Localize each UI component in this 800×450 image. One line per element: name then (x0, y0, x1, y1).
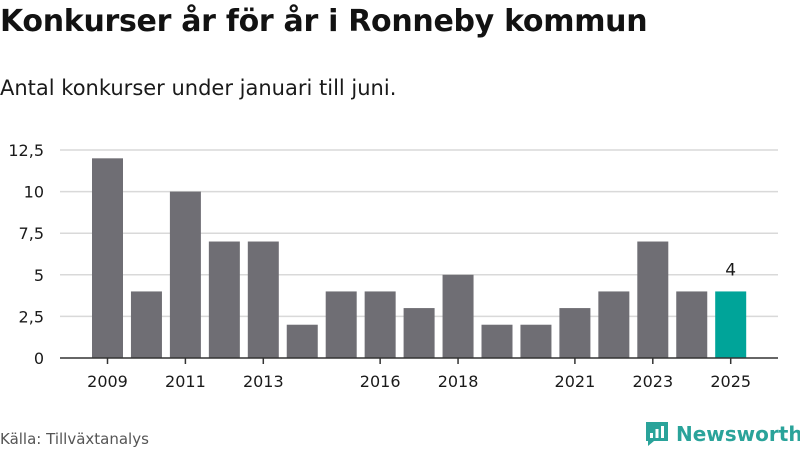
chart-subtitle: Antal konkurser under januari till juni. (0, 76, 397, 100)
x-tick-label: 2021 (555, 372, 596, 391)
y-tick-label: 10 (24, 183, 44, 202)
chart-title: Konkurser år för år i Ronneby kommun (0, 4, 648, 39)
bar-2012 (208, 241, 240, 358)
x-tick-label: 2016 (360, 372, 401, 391)
x-tick-label: 2018 (438, 372, 479, 391)
x-tick-label: 2011 (165, 372, 206, 391)
bar-2015 (325, 291, 357, 358)
bar-2011 (169, 191, 201, 358)
data-labels: 4 (725, 260, 736, 280)
bar-2021 (559, 308, 591, 358)
bar-2014 (286, 324, 318, 358)
bar-2018 (442, 274, 474, 358)
bar-2024 (676, 291, 708, 358)
bar-2023 (637, 241, 669, 358)
x-tick-label: 2013 (243, 372, 284, 391)
bar-2019 (481, 324, 513, 358)
bar-2010 (130, 291, 162, 358)
y-tick-label: 2,5 (19, 307, 44, 326)
gridlines (60, 149, 778, 318)
bar-2013 (247, 241, 279, 358)
x-axis-ticks: 2009 2011 2013 2016 2018 2021 2023 2025 (87, 358, 751, 391)
source-note: Källa: Tillväxtanalys (0, 430, 149, 448)
brand-logo: Newsworthy (644, 420, 800, 448)
bar-2025 (715, 291, 747, 358)
bar-2020 (520, 324, 552, 358)
bar-2009 (92, 158, 123, 358)
y-axis-ticks: 0 2,5 5 7,5 10 12,5 (8, 141, 44, 368)
x-tick-label: 2009 (87, 372, 128, 391)
bar-2017 (403, 308, 435, 358)
y-tick-label: 0 (34, 349, 44, 368)
y-tick-label: 5 (34, 266, 44, 285)
y-tick-label: 7,5 (19, 224, 44, 243)
brand-name: Newsworthy (676, 422, 800, 446)
x-tick-label: 2025 (710, 372, 751, 391)
bar-2022 (598, 291, 630, 358)
newsworthy-logo-icon (646, 422, 668, 446)
y-tick-label: 12,5 (8, 141, 44, 160)
bars (60, 158, 778, 359)
data-label-2025: 4 (725, 260, 736, 280)
x-tick-label: 2023 (632, 372, 673, 391)
bar-2016 (364, 291, 396, 358)
